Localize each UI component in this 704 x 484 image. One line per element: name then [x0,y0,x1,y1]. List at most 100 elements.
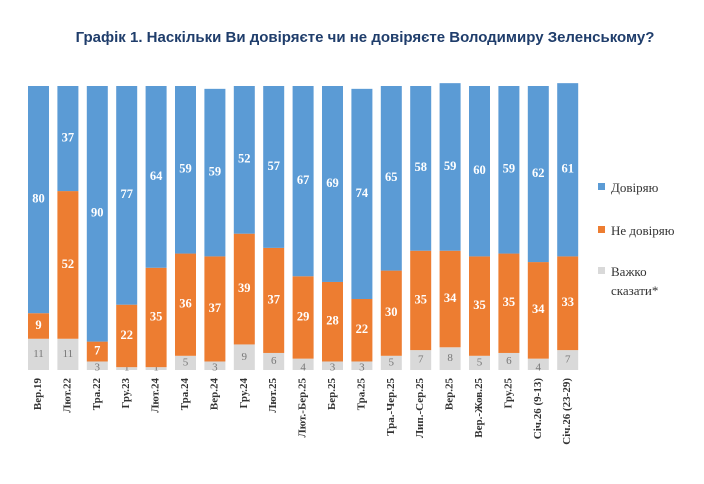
bar-segment [175,253,196,356]
bar-segment [557,256,579,351]
legend-item: Довіряю [598,178,693,197]
x-tick-label: Вер.25 [444,378,456,411]
bar-segment [351,361,373,370]
value-label: 4 [536,362,542,374]
x-tick-label: Вер.-Жов.25 [473,378,485,438]
value-label: 3 [95,362,101,374]
legend-item: Важко сказати* [598,262,693,300]
bar-segment [527,86,549,263]
value-label: 37 [267,292,280,306]
bar-segment [204,361,226,370]
bar-segment [439,347,461,370]
bar-segment [498,352,520,370]
bar-segment [145,367,167,370]
x-tick-label: Тра.22 [91,378,103,411]
value-label: 37 [62,130,75,144]
value-label: 36 [179,297,192,311]
bar-segment [439,83,461,251]
value-label: 3 [359,362,365,374]
value-label: 4 [300,362,306,374]
x-tick-label: Лют.-Бер.25 [297,378,309,438]
bar-segment [145,267,167,368]
bar-segment [28,338,49,370]
bar-segment [557,83,579,257]
value-label: 62 [532,166,545,180]
value-label: 7 [565,354,571,366]
value-label: 59 [179,162,192,176]
value-label: 34 [444,291,457,305]
value-label: 39 [238,281,251,295]
bar-segment [351,299,373,362]
bar-segment [175,86,196,254]
x-tick-label: Тра.-Чер.25 [385,378,397,436]
bar-segment [469,86,490,257]
bar-segment [263,86,285,248]
value-label: 35 [473,298,486,312]
x-tick-label: Січ.26 (9-13) [532,378,544,440]
bar-segment [527,262,549,359]
bar-segment [28,313,49,339]
value-label: 9 [242,351,248,363]
bar-segment [469,256,490,356]
value-label: 5 [389,356,395,368]
bar-segment [175,355,196,370]
bar-segment [322,281,343,362]
value-label: 37 [209,301,222,315]
value-label: 52 [238,152,251,166]
legend-item: Не довіряю [598,221,693,240]
value-label: 22 [356,322,369,336]
x-tick-label: Гру.25 [502,378,514,409]
value-label: 59 [444,159,457,173]
value-label: 60 [473,163,486,177]
value-label: 33 [561,295,574,309]
bar-segment [292,86,314,277]
bar-segment [410,86,432,251]
x-tick-label: Тра.25 [355,378,367,411]
x-tick-label: Лют.25 [267,378,279,413]
legend-swatch [598,183,605,190]
value-label: 5 [477,356,483,368]
bar-segment [233,233,255,345]
value-label: 58 [414,160,427,174]
value-label: 61 [561,162,574,176]
value-label: 65 [385,170,398,184]
value-label: 64 [150,169,163,183]
bar-segment [498,253,520,353]
value-label: 52 [62,257,75,271]
value-label: 11 [63,348,74,360]
bar-segment [380,270,402,356]
bar-segment [527,358,549,370]
bar-segment [116,304,138,368]
value-label: 8 [447,352,453,364]
value-label: 1 [124,362,130,374]
value-label: 35 [414,292,427,306]
bar-segment [498,86,520,254]
bar-segment [145,86,167,268]
bar-segment [57,86,79,192]
chart-title: Графік 1. Наскільки Ви довіряєте чи не д… [76,29,655,46]
value-label: 80 [32,191,45,205]
bar-segment [86,86,108,342]
value-label: 3 [330,362,336,374]
bar-segment [557,350,579,370]
legend-label: Довіряю [611,180,659,195]
legend-swatch [598,226,605,233]
bar-segment [116,86,138,305]
value-label: 35 [503,295,516,309]
bar-segment [263,247,285,353]
x-tick-label: Гру.24 [238,378,250,409]
value-label: 59 [503,162,516,176]
value-label: 77 [120,187,133,201]
bar-segment [116,367,138,370]
bar-segment [233,86,255,234]
value-label: 9 [35,318,41,332]
value-label: 29 [297,309,310,323]
value-label: 30 [385,305,398,319]
bar-segment [204,256,226,362]
x-tick-label: Вер.24 [208,378,220,411]
value-label: 59 [209,164,222,178]
x-tick-label: Лют.24 [150,378,162,413]
bar-segment [322,361,343,370]
value-label: 6 [506,355,512,367]
